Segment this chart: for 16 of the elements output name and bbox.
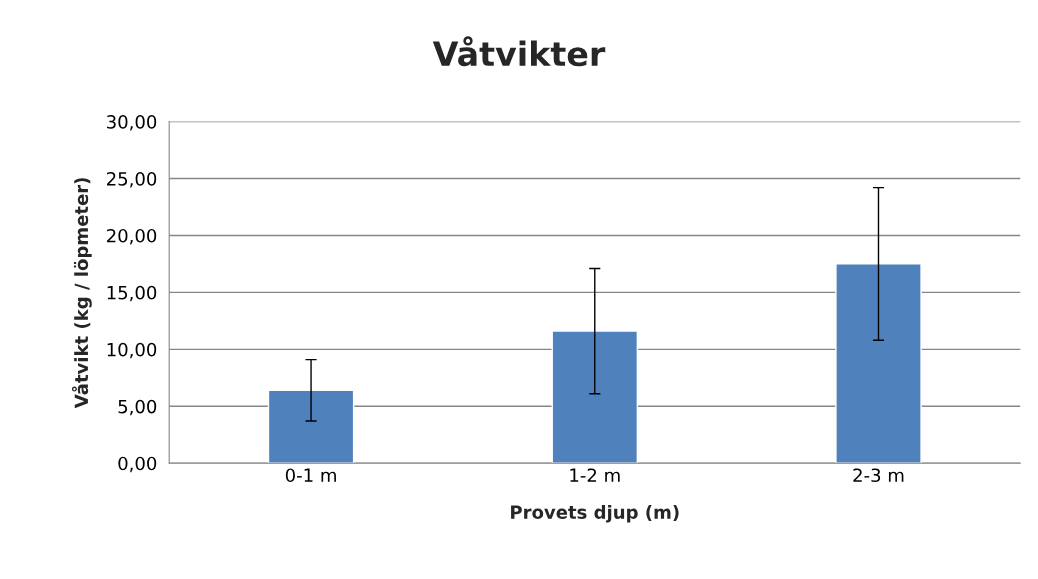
- y-tick-label: 15,00: [107, 285, 157, 302]
- y-tick-label: 0,00: [118, 456, 157, 473]
- y-tick-label: 10,00: [107, 342, 157, 359]
- y-tick-label: 5,00: [118, 399, 157, 416]
- bar: [551, 330, 639, 464]
- y-tick-label: 20,00: [107, 228, 157, 245]
- x-tick-label: 2-3 m: [853, 468, 904, 483]
- x-tick-label: 0-1 m: [285, 468, 336, 483]
- chart-title: Våtvikter: [432, 36, 606, 67]
- x-tick-label: 1-2 m: [570, 468, 620, 482]
- bar: [267, 389, 355, 464]
- y-axis-title: Våtvikt (kg / löpmeter): [71, 178, 92, 409]
- y-tick-label: 30,00: [107, 115, 157, 131]
- x-axis-title: Provets djup (m): [511, 504, 679, 523]
- bar: [835, 263, 922, 464]
- y-tick-label: 25,00: [107, 171, 157, 188]
